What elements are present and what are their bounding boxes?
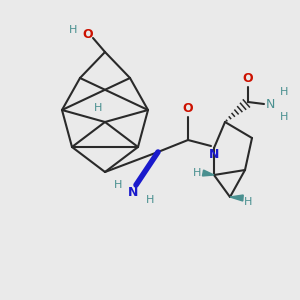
Text: N: N bbox=[128, 185, 138, 199]
Polygon shape bbox=[230, 195, 243, 201]
Text: H: H bbox=[193, 168, 201, 178]
Text: H: H bbox=[94, 103, 102, 113]
Text: H: H bbox=[280, 112, 288, 122]
Text: H: H bbox=[280, 87, 288, 97]
Text: H: H bbox=[146, 195, 154, 205]
Polygon shape bbox=[202, 170, 214, 176]
Text: O: O bbox=[243, 71, 253, 85]
Text: O: O bbox=[83, 28, 93, 40]
Text: H: H bbox=[114, 180, 122, 190]
Text: N: N bbox=[209, 148, 219, 161]
Text: H: H bbox=[244, 197, 252, 207]
Text: N: N bbox=[265, 98, 275, 110]
Text: H: H bbox=[69, 25, 77, 35]
Text: O: O bbox=[183, 101, 193, 115]
